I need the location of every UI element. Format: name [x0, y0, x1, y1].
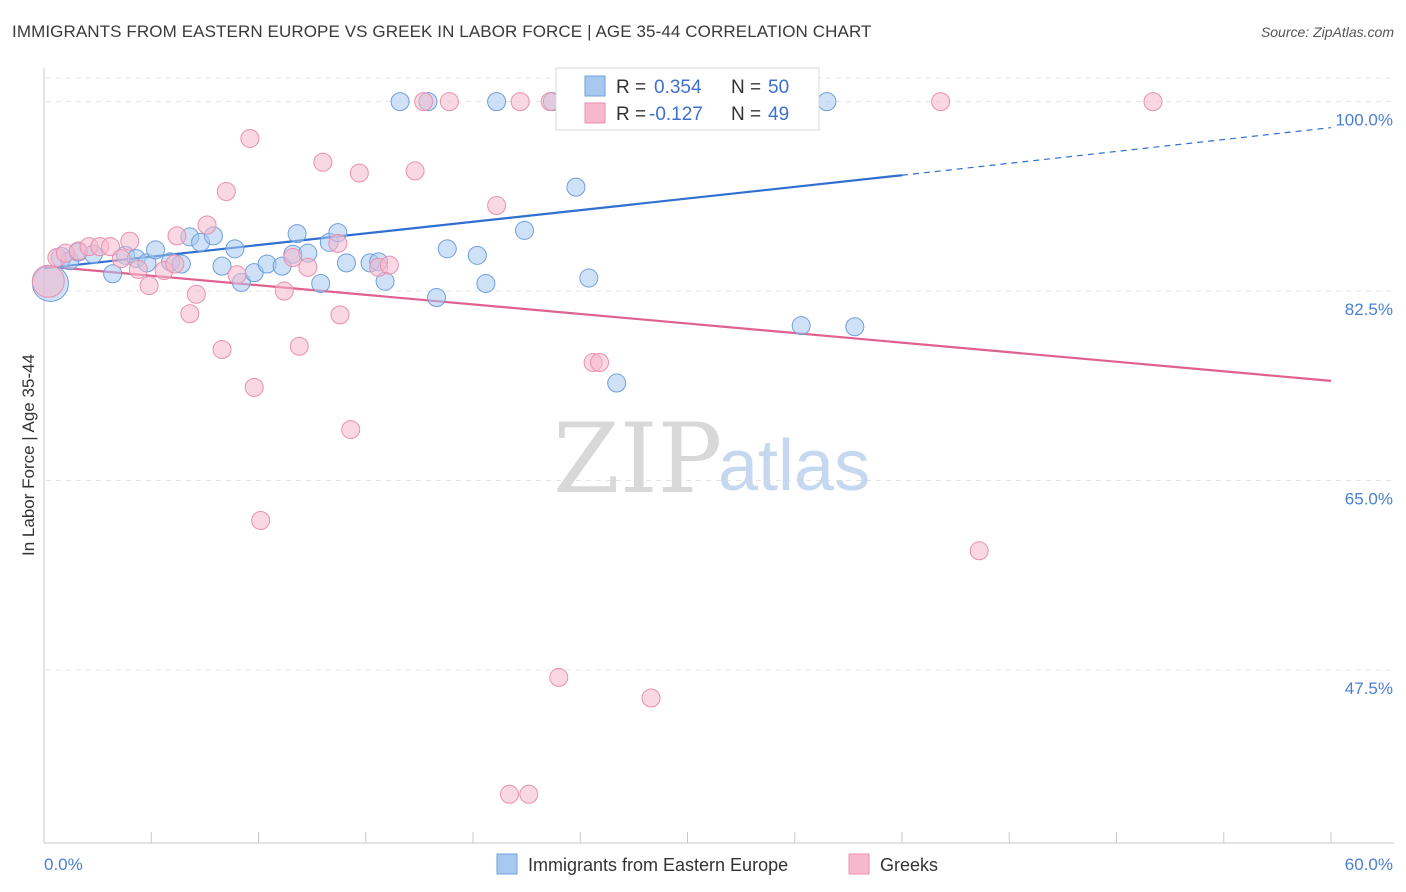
data-point-greeks — [227, 265, 247, 285]
data-point-eastern-europe — [225, 239, 245, 259]
data-points — [31, 92, 1163, 804]
data-point-eastern-europe — [476, 273, 496, 293]
data-point-greeks — [251, 510, 271, 530]
trend-line-greeks — [43, 265, 1332, 382]
data-point-greeks — [165, 254, 185, 274]
data-point-greeks — [100, 237, 120, 257]
data-point-greeks — [212, 339, 232, 359]
data-point-eastern-europe — [579, 268, 599, 288]
y-tick-label: 100.0% — [1335, 111, 1393, 130]
data-point-eastern-europe — [103, 264, 123, 284]
data-point-greeks — [405, 161, 425, 181]
stats-n-label-pink: N = — [731, 104, 761, 125]
stats-r-label-blue: R = — [616, 77, 646, 98]
legend-swatch-greeks — [848, 853, 870, 875]
data-point-greeks — [186, 284, 206, 304]
data-point-greeks — [414, 92, 434, 112]
data-point-eastern-europe — [514, 220, 534, 240]
trend-lines — [43, 127, 1332, 382]
data-point-greeks — [283, 247, 303, 267]
data-point-greeks — [931, 92, 951, 112]
data-point-eastern-europe — [467, 245, 487, 265]
data-point-greeks — [180, 304, 200, 324]
trend-line-eastern-europe — [43, 174, 903, 270]
data-point-greeks — [1143, 92, 1163, 112]
data-point-eastern-europe — [146, 240, 166, 260]
data-point-eastern-europe — [845, 317, 865, 337]
stats-legend-box: R = 0.354 N = 50 R = -0.127 N = 49 — [555, 67, 820, 131]
data-point-eastern-europe — [336, 253, 356, 273]
legend-label-eastern-europe: Immigrants from Eastern Europe — [528, 855, 788, 875]
data-point-greeks — [379, 255, 399, 275]
data-point-greeks — [128, 259, 148, 279]
stats-n-value-blue: 50 — [768, 77, 789, 98]
y-axis-title: In Labor Force | Age 35-44 — [19, 354, 38, 556]
x-tick-label: 0.0% — [44, 855, 83, 874]
data-point-greeks — [31, 264, 65, 298]
data-point-greeks — [289, 336, 309, 356]
data-point-greeks — [590, 352, 610, 372]
data-point-eastern-europe — [817, 92, 837, 112]
data-point-eastern-europe — [566, 177, 586, 197]
x-tick-marks — [43, 832, 1332, 843]
data-point-eastern-europe — [791, 316, 811, 336]
stats-n-value-pink: 49 — [768, 104, 789, 125]
data-point-greeks — [139, 276, 159, 296]
data-point-greeks — [330, 305, 350, 325]
source-label: Source: ZipAtlas.com — [1260, 24, 1394, 40]
legend-swatch-eastern-europe — [496, 853, 518, 875]
data-point-eastern-europe — [287, 224, 307, 244]
axes — [43, 68, 1394, 844]
data-point-eastern-europe — [212, 256, 232, 276]
data-point-greeks — [549, 667, 569, 687]
watermark-atlas: atlas — [718, 426, 870, 506]
data-point-greeks — [499, 784, 519, 804]
y-tick-label: 47.5% — [1345, 679, 1393, 698]
data-point-greeks — [439, 92, 459, 112]
stats-swatch-pink — [584, 102, 606, 124]
data-point-greeks — [240, 128, 260, 148]
y-tick-labels: 100.0% 82.5% 65.0% 47.5% — [1335, 111, 1393, 698]
data-point-eastern-europe — [437, 239, 457, 259]
data-point-greeks — [641, 688, 661, 708]
data-point-greeks — [197, 215, 217, 235]
data-point-greeks — [341, 420, 361, 440]
data-point-eastern-europe — [390, 92, 410, 112]
data-point-greeks — [216, 181, 236, 201]
data-point-greeks — [510, 92, 530, 112]
y-tick-label: 82.5% — [1345, 300, 1393, 319]
y-tick-label: 65.0% — [1345, 489, 1393, 508]
stats-r-value-pink: -0.127 — [649, 104, 703, 125]
stats-r-label-pink: R = — [616, 104, 646, 125]
trend-line-extension-eastern-europe — [901, 127, 1332, 176]
bottom-legend: Immigrants from Eastern Europe Greeks — [496, 853, 938, 875]
chart-title: IMMIGRANTS FROM EASTERN EUROPE VS GREEK … — [12, 22, 872, 41]
data-point-eastern-europe — [427, 288, 447, 308]
data-point-greeks — [969, 541, 989, 561]
watermark-zip: ZIP — [553, 403, 722, 515]
watermark: ZIP atlas — [553, 403, 870, 515]
legend-label-greeks: Greeks — [880, 855, 938, 875]
data-point-greeks — [349, 163, 369, 183]
x-tick-labels: 0.0% 60.0% — [44, 855, 1393, 874]
data-point-greeks — [487, 196, 507, 216]
data-point-greeks — [274, 281, 294, 301]
data-point-greeks — [519, 784, 539, 804]
data-point-eastern-europe — [311, 273, 331, 293]
data-point-greeks — [120, 231, 140, 251]
data-point-greeks — [111, 249, 131, 269]
x-tick-label: 60.0% — [1345, 855, 1393, 874]
data-point-eastern-europe — [607, 373, 627, 393]
stats-r-value-blue: 0.354 — [654, 77, 702, 98]
stats-swatch-blue — [584, 75, 606, 97]
data-point-greeks — [313, 152, 333, 172]
data-point-greeks — [328, 233, 348, 253]
data-point-greeks — [244, 377, 264, 397]
data-point-greeks — [298, 257, 318, 277]
data-point-greeks — [167, 226, 187, 246]
grid-lines — [46, 77, 1394, 671]
stats-n-label-blue: N = — [731, 77, 761, 98]
data-point-eastern-europe — [487, 92, 507, 112]
